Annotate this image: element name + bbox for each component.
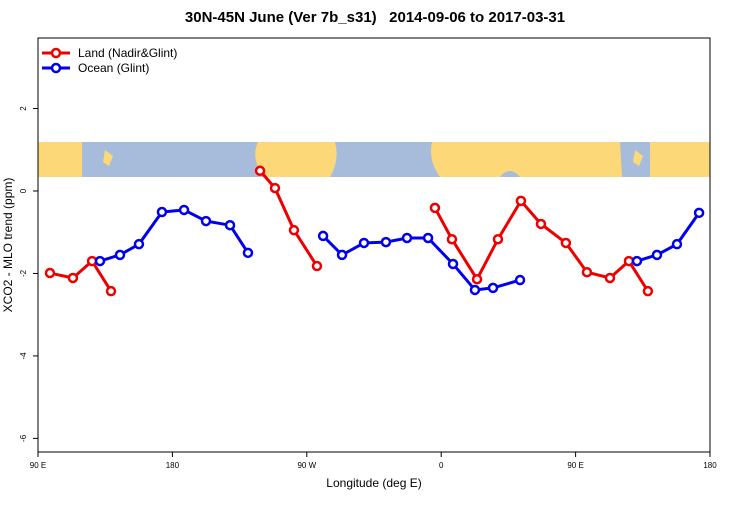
y-tick-label: 0 [19,188,28,193]
point [178,204,190,216]
x-tick-label: 90 E [567,461,583,470]
point [471,273,483,285]
point [642,285,654,297]
point [446,233,458,245]
land-shape [255,142,337,177]
legend-label: Ocean (Glint) [78,61,149,75]
point [535,218,547,230]
point [336,249,348,261]
point [242,247,254,259]
legend-marker [50,62,62,74]
point [288,224,300,236]
point [693,207,705,219]
y-axis-label: XCO2 - MLO trend (ppm) [1,178,15,313]
y-tick-label: -2 [19,269,28,277]
y-tick-label: -4 [19,352,28,360]
land-shape [431,142,622,177]
point [311,260,323,272]
x-axis-label: Longitude (deg E) [326,476,421,490]
land-shape [633,150,643,166]
y-tick-label: -6 [19,434,28,442]
point [317,230,329,242]
point [44,267,56,279]
point [105,285,117,297]
x-tick-label: 90 E [30,461,46,470]
land-shape [650,142,710,177]
point [401,232,413,244]
point [604,272,616,284]
series-line [49,169,650,292]
x-tick-label: 0 [439,461,444,470]
point [560,237,572,249]
point [429,202,441,214]
legend-label: Land (Nadir&Glint) [78,46,177,60]
point [114,249,126,261]
point [422,232,434,244]
point [492,233,504,245]
point [358,237,370,249]
point [469,284,481,296]
legend-marker [50,47,62,59]
point [671,238,683,250]
x-tick-label: 180 [166,461,180,470]
point [156,206,168,218]
point [224,219,236,231]
point [581,266,593,278]
point [515,195,527,207]
point [631,255,643,267]
land-shape [38,142,82,177]
point [269,182,281,194]
map-band [38,142,710,177]
point [133,238,145,250]
point [514,274,526,286]
chart-title: 30N-45N June (Ver 7b_s31) 2014-09-06 to … [185,9,565,26]
point [200,215,212,227]
point [380,236,392,248]
x-tick-label: 180 [703,461,717,470]
plot-frame [37,37,711,453]
point [94,255,106,267]
y-tick-label: 2 [19,106,28,111]
point [67,272,79,284]
point [623,255,635,267]
point [447,258,459,270]
point [651,249,663,261]
x-tick-label: 90 W [297,461,316,470]
point [254,165,266,177]
point [487,282,499,294]
land-shape [103,150,113,166]
